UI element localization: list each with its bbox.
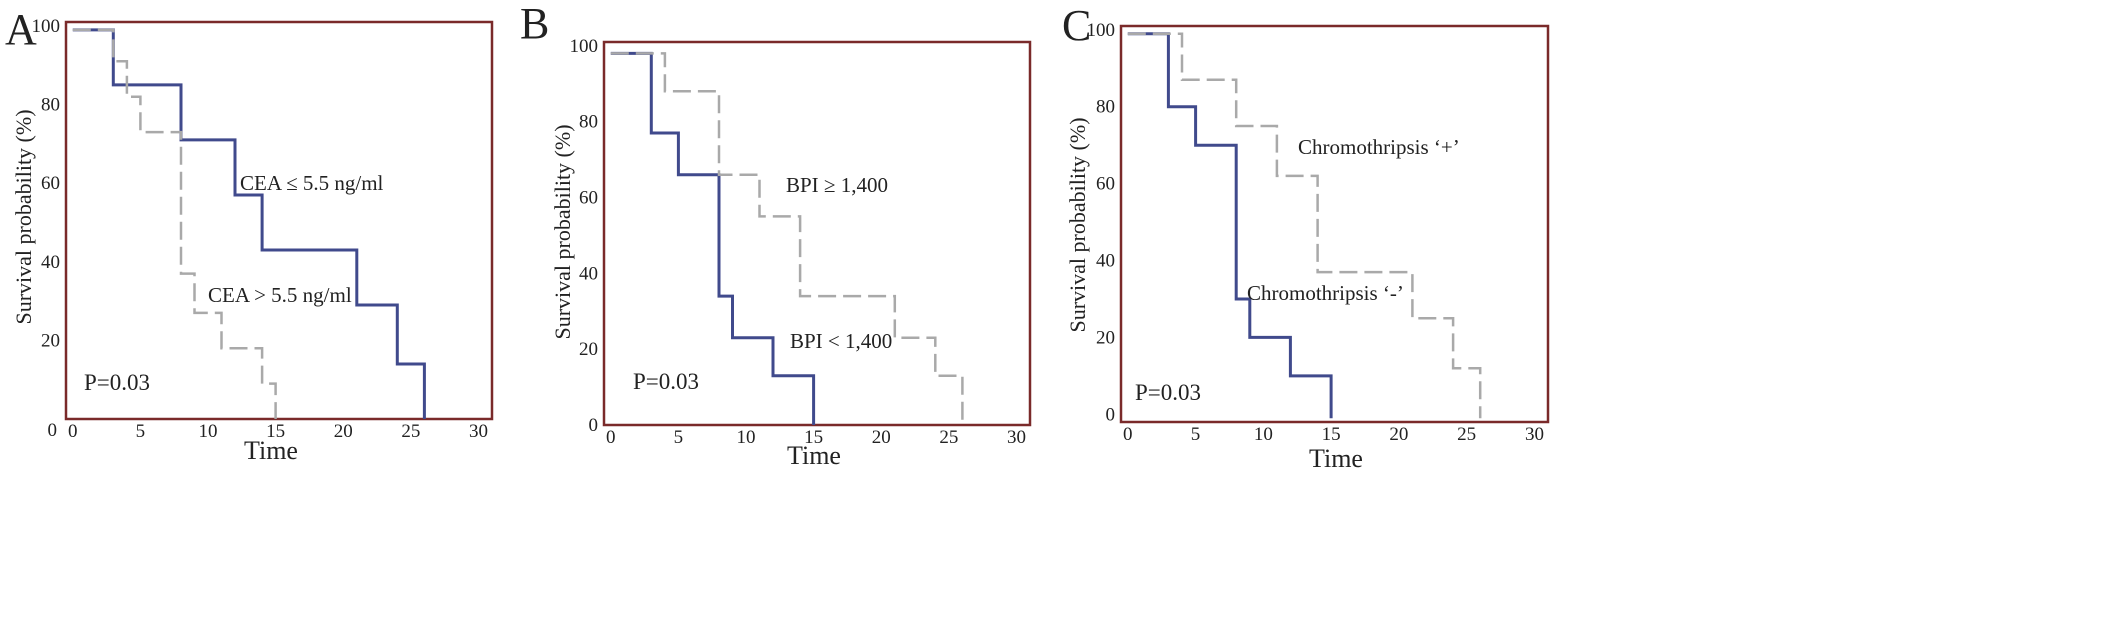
y-tick-label: 40	[1096, 251, 1115, 272]
x-tick-label: 30	[469, 421, 488, 442]
survival-line-solid	[72, 28, 426, 419]
x-tick-label: 20	[1389, 424, 1408, 445]
plot-frame	[64, 20, 494, 421]
y-tick-label: 20	[1096, 327, 1115, 348]
y-tick-label: 60	[1096, 174, 1115, 195]
series-lines	[610, 51, 964, 425]
panel-a: A 20 40 60 80 100 0 5 10 15 20 25 30 0 Time Surviv…	[5, 5, 494, 465]
x-tick-labels: 0 5 10 15 20 25 30	[606, 427, 1026, 448]
x-tick-label: 20	[334, 421, 353, 442]
series-label-chromothripsis-pos: Chromothripsis ‘+’	[1298, 135, 1460, 159]
panel-label: B	[520, 0, 549, 48]
x-tick-label: 10	[199, 421, 218, 442]
x-tick-label: 5	[674, 427, 684, 448]
y-tick-label: 80	[579, 112, 598, 133]
x-tick-label: 15	[804, 427, 823, 448]
p-value: P=0.03	[84, 370, 150, 395]
y-tick-label: 80	[1096, 97, 1115, 118]
x-tick-label: 0	[1123, 424, 1133, 445]
x-tick-label: 30	[1007, 427, 1026, 448]
panel-label: C	[1062, 1, 1091, 50]
x-tick-label: 10	[737, 427, 756, 448]
y-tick-label: 0	[1106, 404, 1116, 425]
survival-line-dashed	[610, 52, 964, 425]
panel-b: B 0 20 40 60 80 100 0 5 10 15 20 25 30 Time Surviva…	[520, 0, 1032, 470]
series-lines	[72, 28, 426, 419]
x-axis-label: Time	[244, 436, 298, 465]
survival-line-dashed	[72, 28, 277, 419]
x-tick-label: 25	[401, 421, 420, 442]
x-tick-label: 20	[872, 427, 891, 448]
x-axis-label: Time	[787, 441, 841, 470]
y-axis-label: Survival probability (%)	[11, 109, 36, 324]
x-tick-label: 10	[1254, 424, 1273, 445]
series-label-cea-low: CEA ≤ 5.5 ng/ml	[240, 171, 384, 195]
y-tick-label: 60	[579, 187, 598, 208]
x-tick-labels: 0 5 10 15 20 25 30	[68, 421, 488, 442]
p-value: P=0.03	[633, 369, 699, 394]
p-value: P=0.03	[1135, 380, 1201, 405]
y-tick-labels: 0 20 40 60 80 100	[570, 36, 599, 436]
x-tick-label: 5	[136, 421, 146, 442]
x-tick-label: 15	[266, 421, 285, 442]
panel-c: C 0 20 40 60 80 100 0 5 10 15 20 25 30 Time Surviva…	[1062, 1, 1550, 473]
x-tick-label: 30	[1525, 424, 1544, 445]
x-tick-label: 5	[1191, 424, 1201, 445]
series-label-chromothripsis-neg: Chromothripsis ‘-’	[1247, 281, 1404, 305]
survival-line-solid	[1127, 32, 1333, 419]
plot-frame	[602, 40, 1032, 427]
survival-line-dashed	[1127, 32, 1482, 419]
x-tick-labels: 0 5 10 15 20 25 30	[1123, 424, 1544, 445]
series-lines	[1127, 32, 1482, 419]
y-tick-label: 100	[570, 36, 599, 57]
y-tick-label: 80	[41, 95, 60, 116]
plot-frame	[1119, 24, 1550, 424]
series-label-bpi-low: BPI < 1,400	[790, 329, 892, 353]
series-label-bpi-high: BPI ≥ 1,400	[786, 173, 888, 197]
y-tick-label: 40	[579, 263, 598, 284]
x-tick-label: 15	[1322, 424, 1341, 445]
y-tick-label: 60	[41, 173, 60, 194]
y-tick-label: 100	[32, 16, 61, 37]
survival-line-solid	[610, 51, 816, 425]
y-axis-label: Survival probability (%)	[550, 124, 575, 339]
y-tick-label: 20	[41, 330, 60, 351]
y-axis-label: Survival probability (%)	[1065, 117, 1090, 332]
y-tick-label: 20	[579, 339, 598, 360]
panel-label: A	[5, 5, 37, 54]
x-tick-label: 0	[606, 427, 616, 448]
x-tick-label: 25	[1457, 424, 1476, 445]
x-tick-label: 25	[939, 427, 958, 448]
y-origin-label: 0	[48, 420, 58, 441]
y-tick-labels: 0 20 40 60 80 100	[1087, 20, 1116, 425]
x-axis-label: Time	[1309, 444, 1363, 473]
y-tick-labels: 20 40 60 80 100	[32, 16, 61, 351]
y-tick-label: 100	[1087, 20, 1116, 41]
y-tick-label: 0	[589, 415, 599, 436]
x-tick-label: 0	[68, 421, 78, 442]
y-tick-label: 40	[41, 252, 60, 273]
series-label-cea-high: CEA > 5.5 ng/ml	[208, 283, 352, 307]
